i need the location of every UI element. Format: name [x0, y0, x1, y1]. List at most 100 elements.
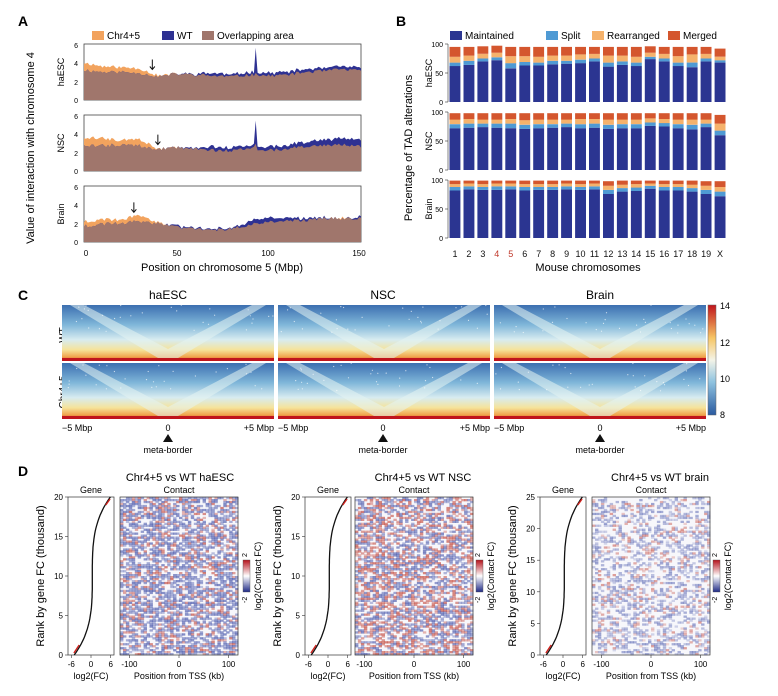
- bar-segment-maintained: [644, 125, 656, 170]
- bar-segment-split: [700, 58, 712, 62]
- legend-swatch-overlap: [202, 31, 214, 40]
- bar-segment-rearranged: [700, 119, 712, 124]
- x-tick-label: −5 Mbp: [62, 423, 92, 433]
- bar-segment-merged: [700, 46, 712, 54]
- x-tick-label: +5 Mbp: [244, 423, 274, 433]
- bar-segment-merged: [491, 45, 503, 53]
- y-tick-label: 15: [291, 533, 300, 542]
- legend-swatch-merged: [668, 31, 680, 40]
- bar-segment-merged: [672, 46, 684, 57]
- y-tick-label: 5: [59, 612, 64, 621]
- legend-label-overlap: Overlapping area: [217, 31, 294, 42]
- bar-segment-maintained: [547, 64, 559, 102]
- bar-segment-rearranged: [630, 184, 642, 188]
- x-tick-label: 100: [261, 249, 275, 258]
- x-tick-label: 6: [345, 660, 350, 669]
- bar-segment-merged: [630, 46, 642, 57]
- bar-segment-maintained: [547, 127, 559, 170]
- gene-fc-frame: [539, 496, 587, 656]
- bar-segment-rearranged: [686, 54, 698, 63]
- heatmap-wt-brain: [494, 304, 706, 361]
- contact-label: Contact: [635, 485, 667, 495]
- bar-segment-rearranged: [672, 56, 684, 63]
- bar-segment-rearranged: [449, 119, 461, 125]
- x-tick-label: +5 Mbp: [676, 423, 706, 433]
- block-title: Chr4+5 vs WT haESC: [126, 472, 234, 484]
- legend-swatch-wt: [162, 31, 174, 40]
- bar-segment-split: [491, 57, 503, 61]
- bar-segment-merged: [630, 113, 642, 120]
- bar-segment-rearranged: [533, 184, 545, 187]
- x-tick-label: 150: [352, 249, 366, 258]
- facet-label: haESC: [56, 57, 66, 86]
- x-tick-label: 0: [84, 249, 89, 258]
- bar-segment-merged: [463, 180, 475, 184]
- bar-segment-rearranged: [477, 53, 489, 59]
- bar-segment-merged: [477, 113, 489, 120]
- bar-segment-split: [519, 62, 531, 66]
- block-title: Chr4+5 vs WT NSC: [375, 472, 472, 484]
- bar-segment-split: [449, 124, 461, 129]
- y-tick-label: 0: [74, 169, 78, 176]
- bar-segment-maintained: [630, 191, 642, 238]
- x-tick-label: 3: [480, 249, 485, 259]
- bar-segment-merged: [714, 181, 726, 187]
- area-overlap: [84, 68, 361, 100]
- y-tick-label: 2: [74, 222, 78, 229]
- colorbar-tick: -2: [242, 597, 249, 603]
- gene-label: Gene: [317, 485, 339, 495]
- y-tick-label: 0: [74, 240, 78, 247]
- bar-segment-maintained: [658, 126, 670, 170]
- bar-segment-merged: [603, 113, 614, 120]
- bar-segment-split: [658, 58, 670, 62]
- bar-segment-maintained: [686, 191, 698, 238]
- column-title-nsc: NSC: [370, 288, 396, 302]
- bar-segment-split: [686, 188, 698, 192]
- colorbar-tick: 12: [720, 338, 730, 348]
- meta-border-label: meta-border: [143, 445, 192, 455]
- x-tick-label: 6: [522, 249, 527, 259]
- tss-xlabel: Position from TSS (kb): [606, 671, 696, 681]
- area-layer: [84, 120, 361, 171]
- bar-segment-merged: [603, 46, 614, 56]
- x-tick-label: -100: [121, 660, 138, 669]
- colorbar-label: log2(Contact FC): [253, 542, 263, 611]
- bar-segment-maintained: [519, 65, 531, 102]
- y-tick-label: 25: [526, 493, 535, 502]
- contact-heatmap: [591, 496, 711, 656]
- area-layer: [84, 47, 361, 100]
- meta-border-marker: [595, 434, 605, 442]
- bar-segment-maintained: [644, 188, 656, 238]
- x-tick-label: 17: [673, 249, 683, 259]
- y-tick-label: 5: [296, 612, 301, 621]
- contact-colorbar: [475, 559, 484, 593]
- bar-segment-merged: [547, 180, 559, 185]
- y-tick-label: 0: [439, 100, 443, 107]
- bar-segment-rearranged: [463, 183, 475, 187]
- bar-segment-split: [658, 187, 670, 191]
- bar-segment-merged: [449, 113, 461, 120]
- bar-segment-merged: [463, 46, 475, 56]
- panel-d: Chr4+5 vs WT haESC Gene Contact Rank by gen…: [35, 472, 733, 681]
- legend-label-split: Split: [561, 31, 581, 42]
- bar-segment-split: [449, 187, 461, 191]
- colorbar-tick: 2: [242, 553, 249, 557]
- bar-segment-split: [561, 123, 572, 128]
- bar-segment-rearranged: [519, 184, 531, 187]
- x-tick-label: -6: [540, 660, 548, 669]
- bar-segment-merged: [658, 46, 670, 54]
- x-tick-label: -6: [68, 660, 76, 669]
- panel-label-a: A: [18, 13, 28, 29]
- bar-segment-rearranged: [491, 52, 503, 58]
- bar-segment-rearranged: [491, 119, 503, 124]
- y-tick-label: 6: [74, 43, 78, 50]
- colorbar: [707, 304, 717, 416]
- meta-border-label: meta-border: [575, 445, 624, 455]
- bar-segment-rearranged: [672, 119, 684, 125]
- facet-label: NSC: [56, 133, 66, 153]
- bar-segment-merged: [616, 180, 628, 185]
- heatmap-wt-haesc: [62, 304, 274, 361]
- bar-segment-rearranged: [616, 55, 628, 62]
